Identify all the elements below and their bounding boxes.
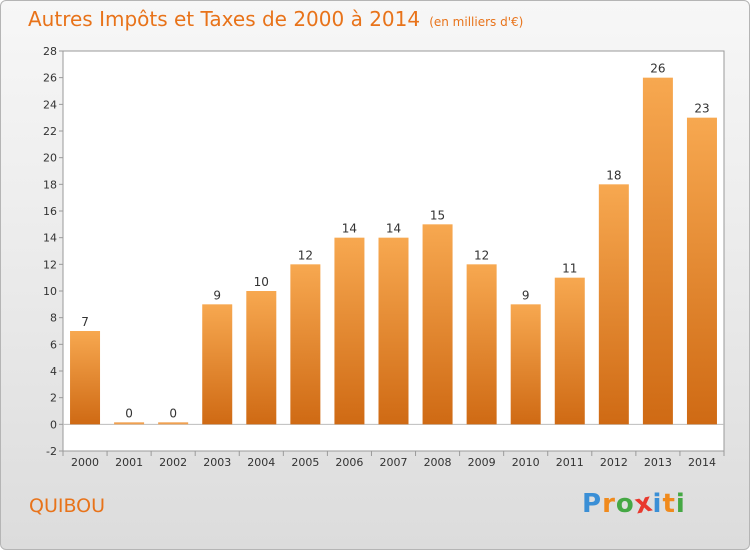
logo-letter: o: [615, 489, 635, 519]
bar-2013: [642, 77, 673, 425]
data-label-2006: 14: [342, 222, 357, 236]
bar-2012: [598, 184, 629, 425]
y-tick-label: 12: [43, 258, 57, 271]
logo-letter: t: [662, 489, 676, 519]
y-tick-label: 18: [43, 178, 57, 191]
data-label-2009: 12: [474, 248, 489, 262]
x-tick-label: 2007: [380, 456, 408, 469]
y-tick-label: 2: [50, 392, 57, 405]
chart-title: Autres Impôts et Taxes de 2000 à 2014 (e…: [28, 7, 523, 31]
y-tick-label: -2: [46, 445, 57, 458]
y-tick-label: 10: [43, 285, 57, 298]
data-label-2000: 7: [81, 315, 89, 329]
x-tick-label: 2010: [512, 456, 540, 469]
bar-2011: [554, 277, 585, 425]
y-tick-label: 24: [43, 98, 57, 111]
x-tick-label: 2006: [335, 456, 363, 469]
data-label-2014: 23: [694, 102, 709, 116]
bar-2004: [246, 291, 277, 425]
data-label-2010: 9: [522, 288, 530, 302]
chart-title-text: Autres Impôts et Taxes de 2000 à 2014: [28, 7, 421, 31]
logo-letter: i: [652, 489, 663, 519]
bar-2014: [686, 117, 717, 425]
data-label-2013: 26: [650, 62, 665, 76]
x-tick-label: 2011: [556, 456, 584, 469]
y-tick-label: 28: [43, 45, 57, 58]
x-tick-label: 2004: [247, 456, 275, 469]
y-tick-label: 14: [43, 232, 57, 245]
data-label-2012: 18: [606, 168, 621, 182]
y-tick-label: 16: [43, 205, 57, 218]
data-label-2002: 0: [169, 406, 177, 420]
y-tick-label: 6: [50, 338, 57, 351]
x-tick-label: 2003: [203, 456, 231, 469]
bar-2002: [158, 422, 189, 425]
logo-letter: r: [602, 489, 616, 519]
y-tick-label: 20: [43, 152, 57, 165]
bar-2005: [290, 264, 321, 425]
bar-2000: [70, 331, 101, 425]
logo-letter: P: [582, 489, 603, 519]
data-label-2001: 0: [125, 406, 133, 420]
x-tick-label: 2012: [600, 456, 628, 469]
x-tick-label: 2009: [468, 456, 496, 469]
x-tick-label: 2001: [115, 456, 143, 469]
bar-2001: [114, 422, 145, 425]
y-tick-label: 8: [50, 312, 57, 325]
data-label-2004: 10: [254, 275, 269, 289]
bar-2006: [334, 237, 365, 425]
x-tick-label: 2000: [71, 456, 99, 469]
commune-name: QUIBOU: [29, 495, 106, 517]
y-tick-label: 22: [43, 125, 57, 138]
data-label-2003: 9: [213, 288, 221, 302]
y-tick-label: 4: [50, 365, 57, 378]
data-label-2007: 14: [386, 222, 401, 236]
x-tick-label: 2013: [644, 456, 672, 469]
bar-2007: [378, 237, 409, 425]
x-tick-label: 2005: [291, 456, 319, 469]
y-tick-label: 26: [43, 72, 57, 85]
x-tick-label: 2014: [688, 456, 716, 469]
bar-2009: [466, 264, 497, 425]
x-tick-label: 2002: [159, 456, 187, 469]
logo-letter: i: [675, 489, 686, 519]
data-label-2005: 12: [298, 248, 313, 262]
bar-2010: [510, 304, 541, 425]
y-tick-label: 0: [50, 418, 57, 431]
x-tick-label: 2008: [424, 456, 452, 469]
bar-2008: [422, 224, 453, 425]
bar-2003: [202, 304, 233, 425]
data-label-2011: 11: [562, 262, 577, 276]
chart-unit: (en milliers d'€): [429, 15, 524, 29]
data-label-2008: 15: [430, 208, 445, 222]
